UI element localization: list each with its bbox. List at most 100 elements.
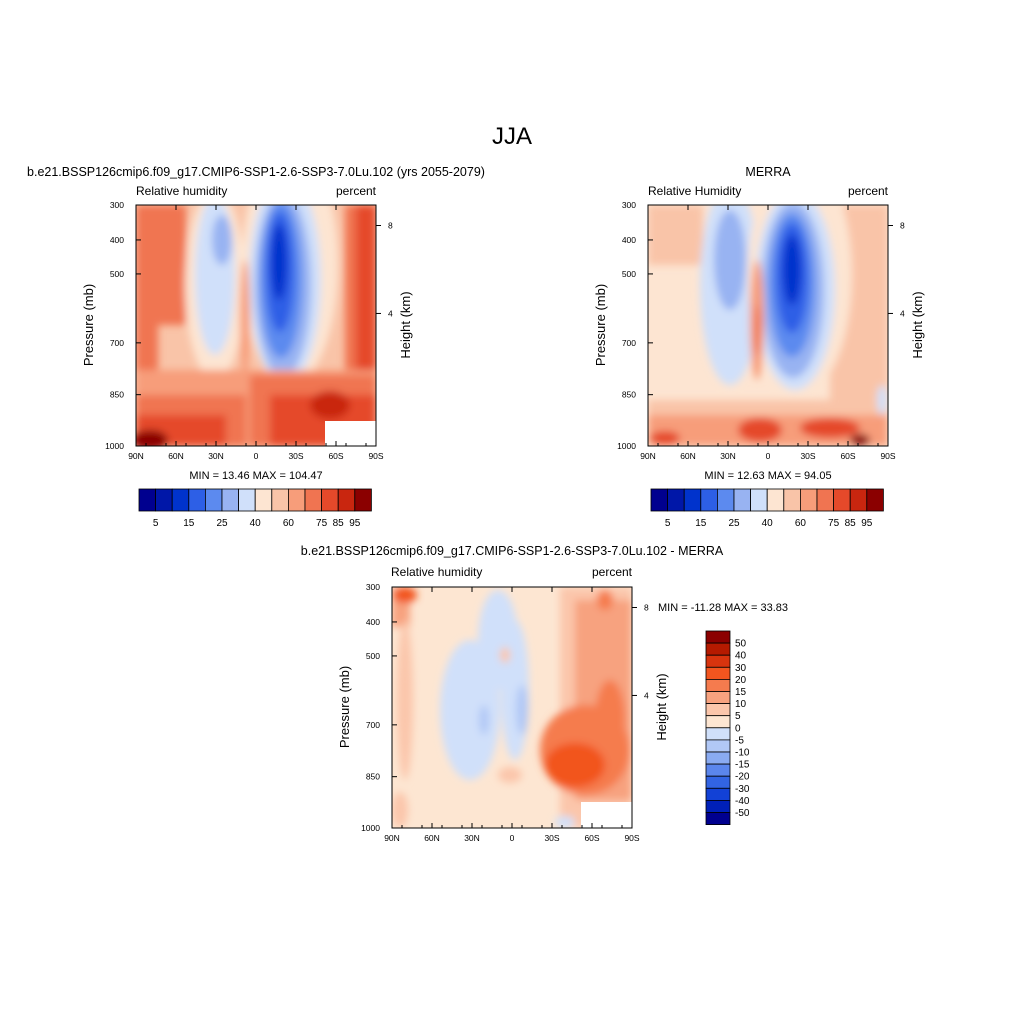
- y-tick-label: 400: [622, 235, 636, 245]
- colorbar-label: 5: [153, 518, 159, 529]
- colorbar-swatch: [683, 488, 702, 512]
- colorbar-swatch: [354, 488, 372, 512]
- colorbar-label: 95: [349, 518, 361, 529]
- colorbar-swatch: [705, 630, 731, 644]
- y-tick-label: 1000: [361, 823, 380, 833]
- panel-merra-field: [648, 205, 888, 446]
- colorbar-swatch: [337, 488, 356, 512]
- y2-tick-label: 4: [388, 308, 393, 318]
- panel-diff-field: [392, 587, 632, 828]
- panel-merra-title: MERRA: [745, 165, 791, 179]
- colorbar-label: 40: [735, 651, 747, 662]
- x-tick-label: 30S: [288, 451, 303, 461]
- y-tick-label: 300: [622, 200, 636, 210]
- colorbar-swatch: [733, 488, 752, 512]
- colorbar-label: 25: [728, 518, 740, 529]
- panel-diff-right-label: percent: [592, 565, 633, 579]
- colorbar-swatch: [221, 488, 240, 512]
- colorbar-label: 75: [316, 518, 328, 529]
- y-tick-label: 500: [622, 269, 636, 279]
- y-tick-label: 300: [366, 582, 380, 592]
- panel-diff-ylabel: Pressure (mb): [337, 666, 352, 748]
- colorbar-swatch: [705, 763, 731, 777]
- x-tick-label: 30S: [544, 833, 559, 843]
- panel-diff-stats: MIN = -11.28 MAX = 33.83: [658, 602, 788, 614]
- x-tick-label: 30S: [800, 451, 815, 461]
- panel-model-y2label: Height (km): [398, 291, 413, 358]
- x-tick-label: 0: [766, 451, 771, 461]
- panel-merra: MERRA Relative Humidity percent: [593, 165, 925, 529]
- panel-model-ylabel: Pressure (mb): [81, 284, 96, 366]
- panel-model: b.e21.BSSP126cmip6.f09_g17.CMIP6-SSP1-2.…: [27, 165, 485, 529]
- colorbar-swatch: [783, 488, 801, 512]
- colorbar-label: 75: [828, 518, 840, 529]
- colorbar-swatch: [705, 800, 731, 813]
- y2-tick-label: 4: [900, 308, 905, 318]
- panel-merra-stats: MIN = 12.63 MAX = 94.05: [704, 470, 831, 482]
- colorbar-label: 30: [735, 663, 747, 674]
- y-tick-label: 850: [366, 772, 380, 782]
- colorbar-swatch: [849, 488, 868, 512]
- colorbar-swatch: [800, 488, 818, 512]
- colorbar-swatch: [700, 488, 718, 512]
- panel-model-left-label: Relative humidity: [136, 184, 227, 198]
- figure-title: JJA: [492, 123, 532, 150]
- y2-tick-label: 4: [644, 690, 649, 700]
- x-tick-label: 60S: [328, 451, 343, 461]
- colorbar-swatch: [766, 488, 785, 512]
- colorbar-swatch: [705, 787, 731, 801]
- panel-merra-left-label: Relative Humidity: [648, 184, 741, 198]
- x-tick-label: 60S: [840, 451, 855, 461]
- colorbar-label: 5: [665, 518, 671, 529]
- colorbar-label: 10: [735, 699, 747, 710]
- colorbar-label: 25: [216, 518, 228, 529]
- colorbar-label: -40: [735, 796, 750, 807]
- colorbar-swatch: [705, 739, 731, 753]
- panel-model-title: b.e21.BSSP126cmip6.f09_g17.CMIP6-SSP1-2.…: [27, 165, 485, 179]
- colorbar-swatch: [321, 488, 339, 512]
- colorbar-swatch: [304, 488, 323, 512]
- colorbar-swatch: [705, 812, 731, 826]
- panel-merra-ylabel: Pressure (mb): [593, 284, 608, 366]
- x-tick-label: 30N: [208, 451, 224, 461]
- colorbar-label: -15: [735, 760, 750, 771]
- panel-diff-title: b.e21.BSSP126cmip6.f09_g17.CMIP6-SSP1-2.…: [301, 544, 724, 558]
- colorbar-label: -20: [735, 772, 750, 783]
- colorbar-label: -30: [735, 784, 750, 795]
- y-tick-label: 300: [110, 200, 124, 210]
- x-tick-label: 90N: [640, 451, 656, 461]
- colorbar-swatch: [705, 666, 731, 680]
- colorbar-swatch: [833, 488, 851, 512]
- y-tick-label: 700: [366, 720, 380, 730]
- colorbar-swatch: [254, 488, 273, 512]
- panel-model-stats: MIN = 13.46 MAX = 104.47: [189, 470, 322, 482]
- colorbar-label: 95: [861, 518, 873, 529]
- panel-model-colorbar: 5 15 25 40 60 75 85 95: [138, 488, 372, 529]
- colorbar-label: 20: [735, 675, 747, 686]
- x-tick-label: 90S: [368, 451, 383, 461]
- y-tick-label: 500: [110, 269, 124, 279]
- y-tick-label: 1000: [617, 441, 636, 451]
- colorbar-swatch: [171, 488, 190, 512]
- colorbar-swatch: [705, 703, 731, 717]
- x-tick-label: 30N: [464, 833, 480, 843]
- colorbar-label: 40: [250, 518, 262, 529]
- y-tick-label: 400: [110, 235, 124, 245]
- panel-merra-colorbar: 5 15 25 40 60 75 85 95: [650, 488, 884, 529]
- colorbar-label: 15: [735, 687, 747, 698]
- y-tick-label: 850: [622, 390, 636, 400]
- x-tick-label: 0: [254, 451, 259, 461]
- x-tick-label: 60N: [424, 833, 440, 843]
- colorbar-swatch: [705, 691, 731, 705]
- y-tick-label: 850: [110, 390, 124, 400]
- colorbar-swatch: [866, 488, 884, 512]
- colorbar-swatch: [287, 488, 306, 512]
- panel-model-field: [136, 205, 376, 446]
- panel-diff-left-label: Relative humidity: [391, 565, 482, 579]
- panel-merra-right-label: percent: [848, 184, 889, 198]
- colorbar-swatch: [650, 488, 669, 512]
- x-tick-label: 30N: [720, 451, 736, 461]
- colorbar-label: 50: [735, 639, 747, 650]
